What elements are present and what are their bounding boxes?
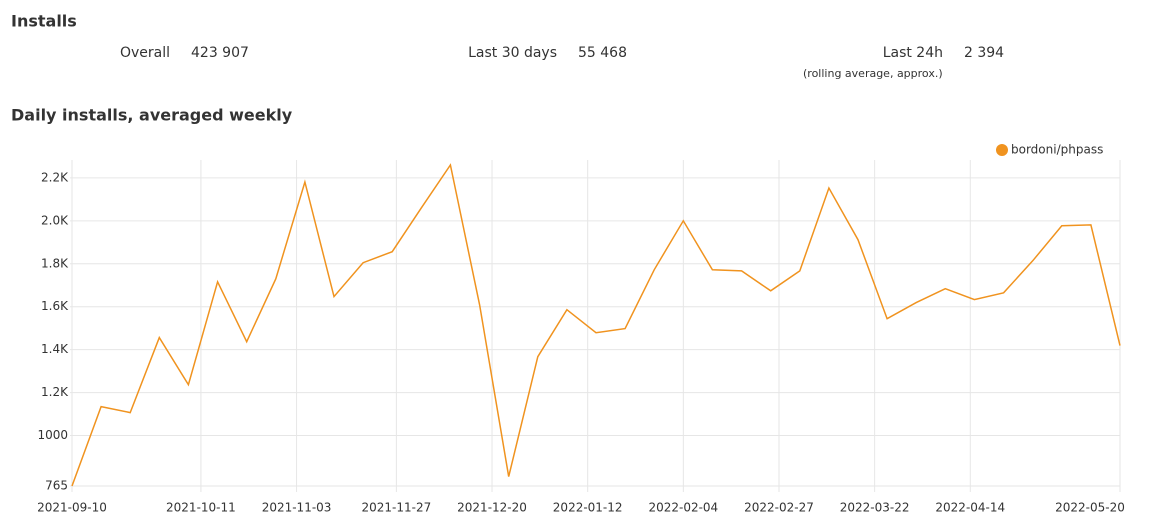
x-tick-label: 2022-02-04 (648, 501, 718, 515)
x-tick-label: 2022-01-12 (553, 501, 623, 515)
y-tick-label: 765 (45, 479, 68, 493)
x-tick-label: 2021-09-10 (37, 501, 107, 515)
x-tick-label: 2021-12-20 (457, 501, 527, 515)
x-tick-label: 2021-11-27 (362, 501, 432, 515)
y-tick-label: 1.8K (41, 256, 69, 270)
x-tick-label: 2022-05-20 (1055, 501, 1125, 515)
y-tick-label: 1000 (37, 428, 68, 442)
chart-title: Daily installs, averaged weekly (11, 106, 293, 125)
legend-label: bordoni/phpass (1011, 143, 1103, 157)
stat-note: (rolling average, approx.) (803, 67, 943, 80)
x-tick-label: 2021-10-11 (166, 501, 236, 515)
stat-value: 55 468 (578, 45, 627, 61)
y-tick-label: 2.0K (41, 213, 69, 227)
x-tick-label: 2021-11-03 (262, 501, 332, 515)
section-title: Installs (11, 12, 77, 31)
stat-value: 423 907 (191, 45, 249, 61)
y-tick-label: 1.2K (41, 385, 69, 399)
stat-value: 2 394 (964, 45, 1004, 61)
line (71, 163, 1121, 487)
stat-label: Overall (120, 45, 170, 61)
x-tick-label: 2022-03-22 (840, 501, 910, 515)
legend-marker (996, 144, 1008, 156)
y-tick-label: 1.4K (41, 342, 69, 356)
x-tick-label: 2022-04-14 (935, 501, 1005, 515)
y-tick-label: 1.6K (41, 299, 69, 313)
y-tick-label: 2.2K (41, 170, 69, 184)
stat-label: Last 30 days (468, 45, 557, 61)
x-tick-label: 2022-02-27 (744, 501, 814, 515)
stat-label: Last 24h (883, 45, 943, 61)
